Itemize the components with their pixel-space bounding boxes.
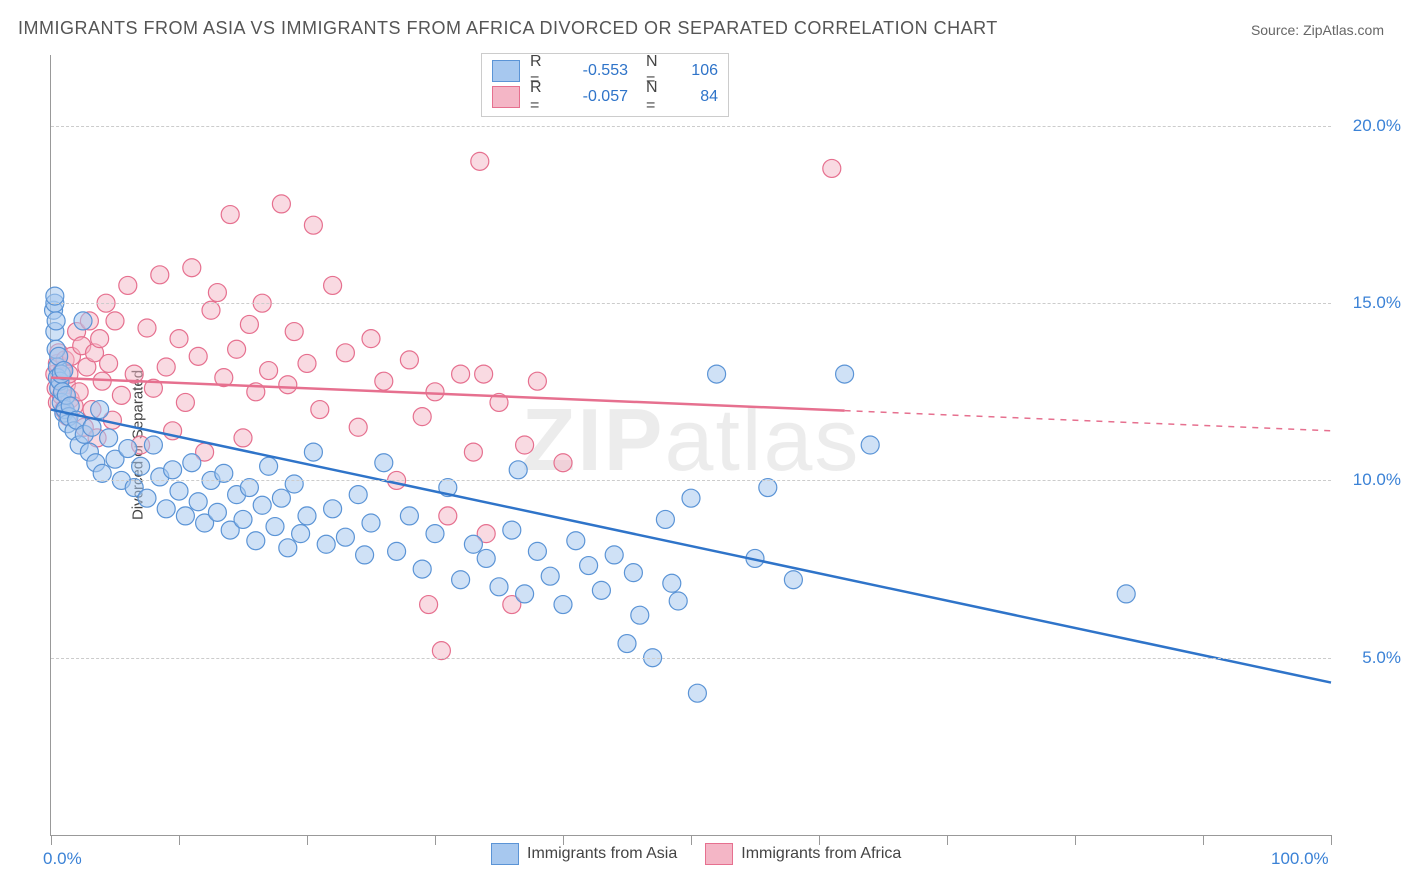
y-tick-label: 5.0% bbox=[1362, 648, 1401, 668]
source-link[interactable]: ZipAtlas.com bbox=[1303, 22, 1384, 38]
x-tick-label: 0.0% bbox=[43, 849, 82, 869]
x-tick-label: 100.0% bbox=[1271, 849, 1329, 869]
y-tick-label: 10.0% bbox=[1353, 470, 1401, 490]
legend-label-africa: Immigrants from Africa bbox=[741, 845, 901, 863]
chart-svg bbox=[51, 55, 1331, 835]
chart-title: IMMIGRANTS FROM ASIA VS IMMIGRANTS FROM … bbox=[18, 18, 998, 39]
swatch-asia-icon bbox=[491, 843, 519, 865]
source-label: Source: bbox=[1251, 22, 1303, 38]
y-tick-label: 20.0% bbox=[1353, 116, 1401, 136]
legend-series: Immigrants from Asia Immigrants from Afr… bbox=[491, 843, 901, 865]
y-tick-label: 15.0% bbox=[1353, 293, 1401, 313]
plot-area: Divorced or Separated ZIPatlas R = -0.55… bbox=[50, 55, 1331, 836]
legend-item-asia: Immigrants from Asia bbox=[491, 843, 677, 865]
swatch-africa-icon bbox=[705, 843, 733, 865]
legend-item-africa: Immigrants from Africa bbox=[705, 843, 901, 865]
legend-label-asia: Immigrants from Asia bbox=[527, 845, 677, 863]
source-attribution: Source: ZipAtlas.com bbox=[1251, 22, 1384, 38]
